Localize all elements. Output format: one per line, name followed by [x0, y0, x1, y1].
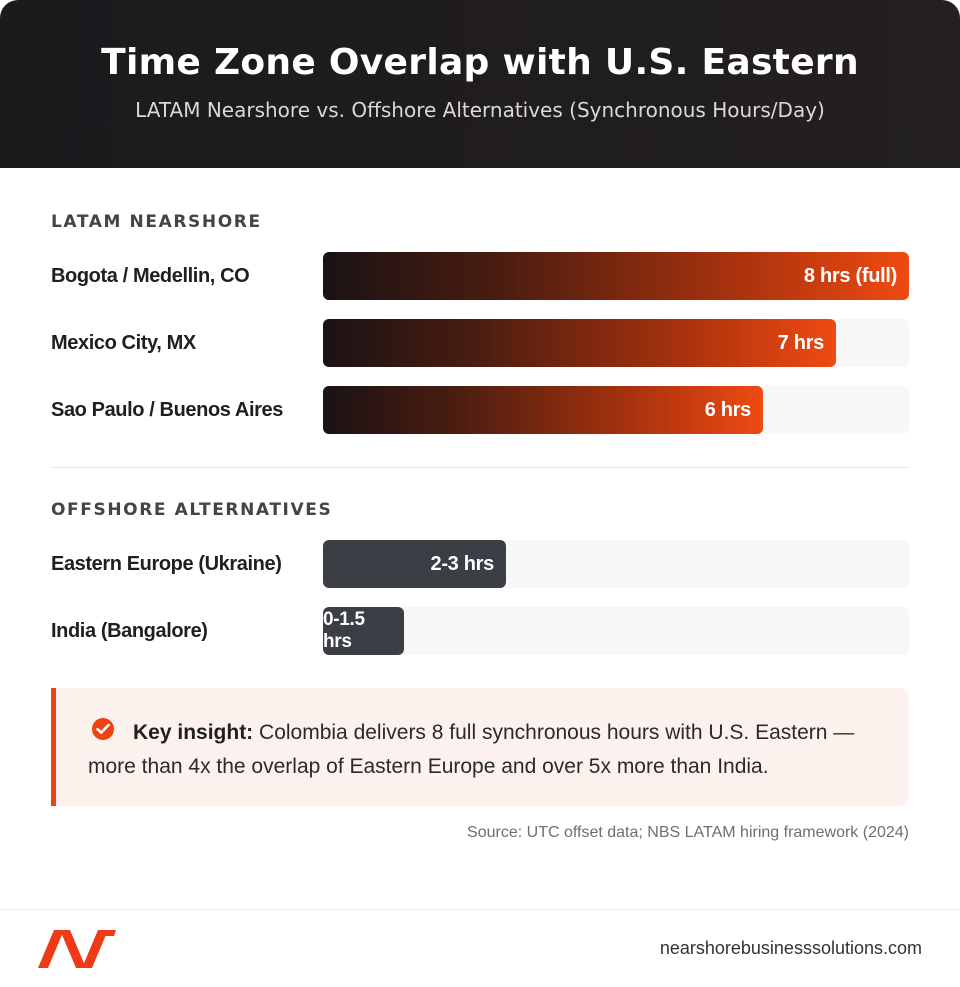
bar-value-label: 8 hrs (full)	[803, 265, 897, 287]
bar-value-label: 0-1.5 hrs	[323, 609, 365, 652]
bar-eastern-europe: 2-3 hrs	[323, 540, 506, 588]
bar-mexico-city: 7 hrs	[323, 319, 836, 367]
bar-bogota: 8 hrs (full)	[323, 252, 909, 300]
bar-track: 2-3 hrs	[323, 540, 909, 588]
bar-sao-paulo: 6 hrs	[323, 386, 763, 434]
chart-title: Time Zone Overlap with U.S. Eastern	[101, 42, 859, 83]
bar-value-label: 2-3 hrs	[430, 553, 495, 575]
insight-lead: Key insight:	[133, 721, 254, 744]
bar-value-label: 7 hrs	[777, 332, 825, 354]
bar-track: 0-1.5 hrs	[323, 607, 909, 655]
section-divider	[51, 467, 909, 468]
row-label-mexico-city: Mexico City, MX	[51, 332, 196, 354]
bar-track: 7 hrs	[323, 319, 909, 367]
nbs-logo	[38, 928, 116, 975]
row-label-eastern-europe: Eastern Europe (Ukraine)	[51, 553, 282, 575]
section-label-nearshore: LATAM NEARSHORE	[51, 212, 262, 232]
footer: nearshorebusinesssolutions.com	[0, 909, 960, 987]
bar-india: 0-1.5 hrs	[323, 607, 404, 655]
insight-text: Key insight: Colombia delivers 8 full sy…	[88, 716, 888, 784]
key-insight-callout: Key insight: Colombia delivers 8 full sy…	[51, 688, 909, 806]
source-note: Source: UTC offset data; NBS LATAM hirin…	[467, 824, 909, 841]
chart-subtitle: LATAM Nearshore vs. Offshore Alternative…	[135, 98, 825, 122]
insight-body: Colombia delivers 8 full synchronous hou…	[88, 721, 855, 778]
website-link[interactable]: nearshorebusinesssolutions.com	[659, 938, 922, 958]
section-label-offshore: OFFSHORE ALTERNATIVES	[51, 500, 333, 520]
row-label-sao-paulo: Sao Paulo / Buenos Aires	[51, 399, 283, 421]
row-label-bogota: Bogota / Medellin, CO	[51, 265, 250, 287]
row-label-india: India (Bangalore)	[51, 620, 208, 642]
bar-track: 8 hrs (full)	[323, 252, 909, 300]
check-circle-icon	[92, 718, 114, 740]
bar-track: 6 hrs	[323, 386, 909, 434]
bar-value-label: 6 hrs	[704, 399, 752, 421]
header: Time Zone Overlap with U.S. Eastern LATA…	[0, 0, 960, 168]
